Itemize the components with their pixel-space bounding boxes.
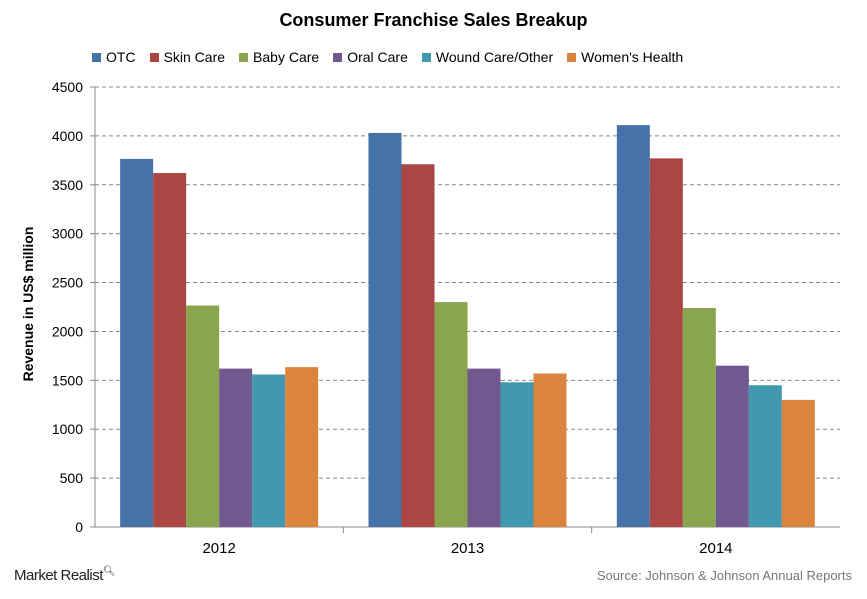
legend-swatch [92, 52, 101, 62]
bar-otc-2014 [616, 125, 650, 527]
bar-women-s-health-2014 [781, 399, 815, 527]
x-tick-label: 2013 [451, 540, 484, 557]
legend-swatch [239, 52, 249, 62]
bar-otc-2012 [120, 158, 154, 527]
legend-item: Women's Health [567, 49, 683, 65]
bar-skin-care-2013 [401, 164, 435, 527]
bar-skin-care-2012 [153, 173, 187, 528]
legend-item: Oral Care [333, 49, 408, 65]
magnifier-icon: 🔍︎ [102, 566, 116, 577]
bar-baby-care-2014 [682, 307, 716, 527]
y-tick-label: 1000 [52, 421, 83, 437]
legend-label: Oral Care [347, 49, 408, 65]
bar-oral-care-2013 [467, 368, 501, 527]
y-tick-label: 1500 [52, 372, 83, 388]
market-realist-logo: Market Realist🔍︎ [14, 566, 116, 584]
y-tick-label: 2000 [52, 323, 83, 339]
bar-women-s-health-2013 [533, 373, 567, 527]
y-tick-label: 2500 [52, 275, 83, 291]
legend-item: Wound Care/Other [421, 49, 554, 65]
legend-label: Women's Health [581, 49, 684, 65]
legend-item: Baby Care [239, 49, 319, 65]
bar-wound-care-other-2014 [748, 385, 782, 527]
bar-oral-care-2012 [219, 368, 253, 527]
bar-oral-care-2014 [715, 365, 749, 527]
y-tick-label: 3000 [52, 226, 83, 242]
bar-women-s-health-2012 [285, 367, 319, 527]
legend-item: OTC [92, 49, 136, 65]
legend-label: Skin Care [163, 49, 226, 65]
x-tick-label: 2014 [699, 540, 732, 557]
source-note: Source: Johnson & Johnson Annual Reports [596, 568, 852, 583]
legend-swatch [149, 52, 159, 62]
y-tick-label: 4000 [52, 128, 83, 144]
bar-skin-care-2014 [649, 158, 683, 527]
y-tick-label: 0 [75, 519, 83, 535]
y-tick-label: 500 [60, 470, 84, 486]
bar-otc-2013 [368, 132, 402, 527]
legend-item: Skin Care [149, 49, 226, 65]
legend-label: OTC [106, 49, 136, 65]
x-tick-label: 2012 [202, 540, 235, 557]
legend-swatch [567, 52, 577, 62]
legend-swatch [421, 52, 431, 62]
legend-label: Wound Care/Other [435, 49, 554, 65]
bar-baby-care-2012 [186, 305, 220, 527]
bar-wound-care-other-2012 [252, 374, 286, 527]
bar-baby-care-2013 [434, 302, 468, 527]
bar-wound-care-other-2013 [500, 382, 534, 527]
y-tick-label: 3500 [52, 177, 83, 193]
legend-label: Baby Care [253, 49, 320, 65]
legend-swatch [333, 52, 343, 62]
logo-text: Market Realist [14, 567, 103, 584]
chart-title: Consumer Franchise Sales Breakup [279, 10, 588, 30]
legend: OTC Skin Care Baby Care Oral Care Wound Care… [92, 49, 683, 65]
y-tick-label: 4500 [52, 79, 83, 95]
